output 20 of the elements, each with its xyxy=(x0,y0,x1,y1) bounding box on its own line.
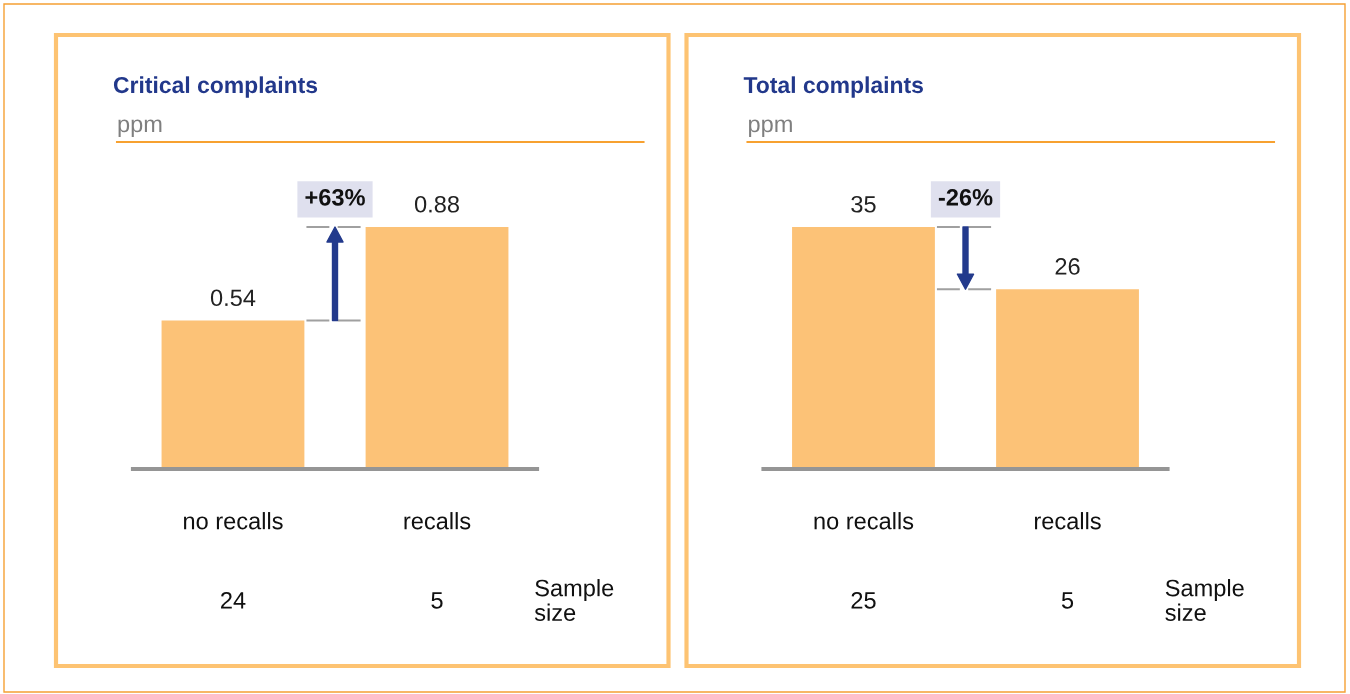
x-tick-label: recalls xyxy=(404,512,471,530)
data-label: 0.88 xyxy=(414,195,459,213)
text: +63% xyxy=(305,188,365,206)
chart-title: Critical complaints xyxy=(113,76,318,98)
text: Sample size xyxy=(1165,579,1244,621)
chart-subtitle: ppm xyxy=(749,119,792,138)
x-tick-label: recalls xyxy=(1034,512,1101,530)
text: -26% xyxy=(938,188,993,206)
data-label: 26 xyxy=(1055,258,1080,275)
data-label: 0.54 xyxy=(210,289,256,307)
text: 5 xyxy=(431,592,443,609)
text: 24 xyxy=(221,591,246,609)
text: 5 xyxy=(1061,592,1074,609)
chart-title: Total complaints xyxy=(743,76,923,98)
x-tick-label: no recalls xyxy=(184,512,283,530)
data-label: 35 xyxy=(851,195,876,213)
text: 25 xyxy=(851,591,876,609)
chart-subtitle: ppm xyxy=(118,119,162,138)
text: Sample size xyxy=(534,579,614,621)
x-tick-label: no recalls xyxy=(814,512,914,530)
